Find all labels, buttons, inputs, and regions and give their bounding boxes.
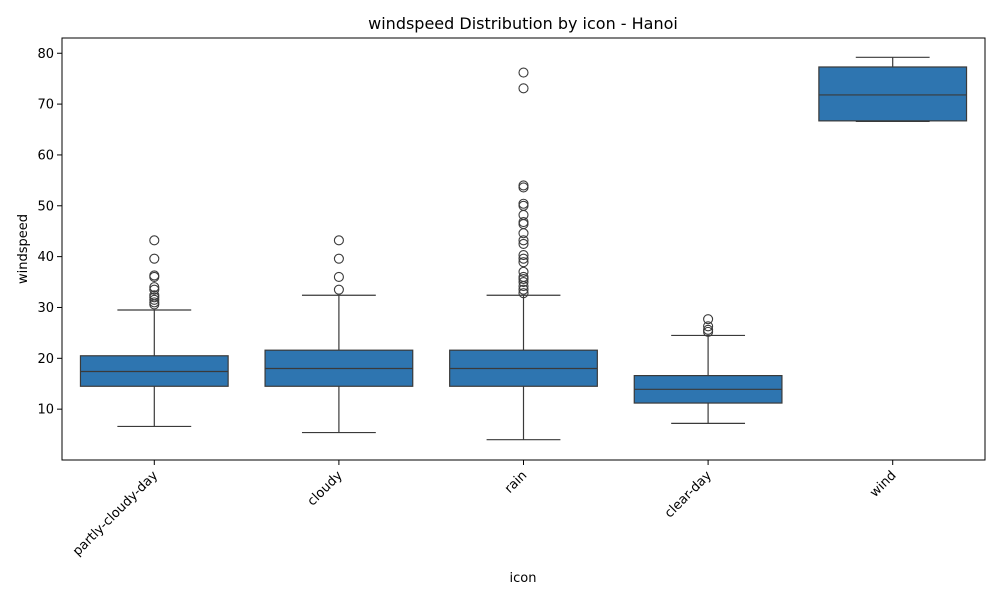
x-tick-label: rain xyxy=(502,468,530,496)
x-tick-label: partly-cloudy-day xyxy=(70,468,161,559)
outlier-point xyxy=(518,288,529,299)
box-group-wind xyxy=(818,56,968,122)
x-tick-label: wind xyxy=(867,468,899,500)
outlier-point xyxy=(518,257,529,268)
y-tick-label: 40 xyxy=(37,250,54,265)
outlier-point xyxy=(518,182,529,193)
outlier-point xyxy=(333,271,344,283)
outlier-point xyxy=(703,314,714,325)
outlier-point xyxy=(333,235,344,246)
box-group-partly-cloudy-day xyxy=(79,235,229,428)
x-axis-label: icon xyxy=(510,571,537,586)
outlier-point xyxy=(518,219,529,230)
x-tick-label: cloudy xyxy=(305,468,346,509)
y-tick-label: 10 xyxy=(37,403,54,418)
outlier-point xyxy=(703,321,714,332)
outlier-point xyxy=(518,284,529,295)
outlier-point xyxy=(518,250,529,261)
outlier-point xyxy=(518,67,529,78)
outlier-point xyxy=(149,235,160,246)
outlier-point xyxy=(333,253,344,264)
outlier-point xyxy=(703,324,714,335)
outlier-point xyxy=(518,180,529,191)
outlier-point xyxy=(149,294,160,305)
y-axis-label: windspeed xyxy=(16,214,31,284)
y-tick-label: 80 xyxy=(37,47,54,62)
outlier-point xyxy=(149,290,160,301)
y-tick-label: 60 xyxy=(37,148,54,163)
outlier-point xyxy=(518,217,529,228)
outlier-point xyxy=(518,276,529,288)
outlier-point xyxy=(518,83,529,94)
outlier-point xyxy=(518,200,529,211)
y-tick-label: 30 xyxy=(37,301,54,316)
outlier-point xyxy=(518,198,529,209)
plot-area: 10 20 30 40 50 60 70 80 partly-cloudy-day cloudy r… xyxy=(37,37,986,559)
outlier-point xyxy=(149,297,160,308)
outlier-point xyxy=(149,282,160,293)
outlier-point xyxy=(149,253,160,264)
outlier-point xyxy=(518,266,529,277)
chart-title: windspeed Distribution by icon - Hanoi xyxy=(368,14,678,33)
outlier-point xyxy=(149,284,160,295)
iqr-box xyxy=(818,66,968,122)
y-tick-label: 70 xyxy=(37,98,54,113)
y-tick-label: 50 xyxy=(37,199,54,214)
y-tick-label: 20 xyxy=(37,352,54,367)
box-group-rain xyxy=(449,67,598,441)
outlier-point xyxy=(149,270,160,281)
outlier-point xyxy=(518,271,529,283)
outlier-point xyxy=(518,253,529,264)
outlier-point xyxy=(333,284,344,295)
outlier-point xyxy=(518,235,529,246)
box-group-cloudy xyxy=(264,235,414,434)
outlier-point xyxy=(518,238,529,249)
box-group-clear-day xyxy=(633,314,783,424)
x-tick-label: clear-day xyxy=(662,468,715,521)
